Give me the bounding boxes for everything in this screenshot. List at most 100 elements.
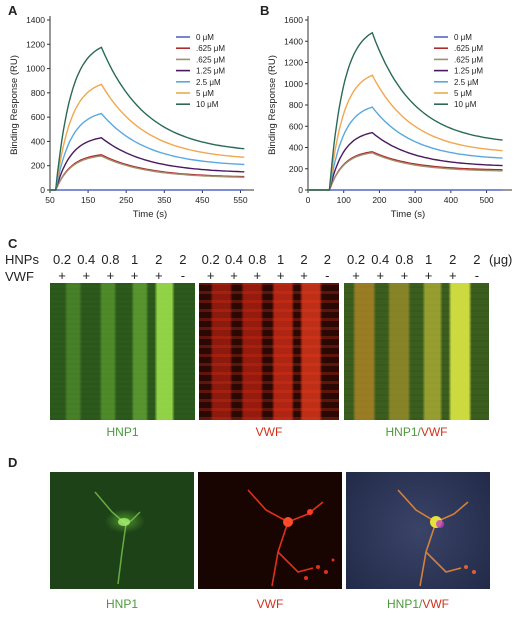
- series-line: [308, 151, 503, 191]
- series-line: [308, 106, 503, 191]
- series-line: [308, 31, 503, 191]
- gel-lane-amount: 2: [300, 252, 308, 267]
- y-tick-label: 1000: [26, 64, 45, 74]
- y-tick-label: 400: [31, 136, 45, 146]
- gel-lane-amount: 0.8: [395, 252, 414, 267]
- gel-lane-vwf-sign: +: [206, 268, 215, 283]
- series-line: [50, 112, 245, 191]
- x-tick-label: 550: [233, 195, 247, 205]
- micro-hnp1-cell: [94, 491, 141, 585]
- y-tick-label: 400: [289, 143, 303, 153]
- gel-label-merge-vwf: VWF: [420, 425, 448, 439]
- series-line: [308, 131, 503, 191]
- gel-lane-vwf-sign: +: [400, 268, 409, 283]
- gel-lane-amount: 0.2: [201, 252, 220, 267]
- series-line: [308, 152, 503, 191]
- y-tick-label: 200: [289, 164, 303, 174]
- gel-lane-amount: 0.8: [101, 252, 120, 267]
- legend-label: 2.5 μM: [454, 78, 479, 87]
- x-tick-label: 500: [479, 195, 493, 205]
- gel-lane-vwf-sign: +: [230, 268, 238, 283]
- x-tick-label: 300: [408, 195, 422, 205]
- legend-label: .625 μM: [454, 55, 483, 64]
- legend-label: 5 μM: [196, 89, 214, 98]
- gel-lane-vwf-sign: +: [352, 268, 360, 283]
- chart-b-binding-response: 0 200 400 600 800 1000 1200 1400 1600 0 100 200 300 4…: [267, 15, 512, 220]
- legend-label: .625 μM: [196, 55, 225, 64]
- gel-lane-amount: 0.4: [371, 252, 390, 267]
- micro-image-vwf: [198, 472, 342, 589]
- gel-lane-amount: 0.4: [224, 252, 244, 267]
- legend-label: 0 μM: [454, 33, 472, 42]
- micro-label-merge-hnp1: HNP1: [386, 597, 419, 611]
- gel-lane-amount: 0.2: [347, 252, 366, 267]
- series-line: [50, 137, 245, 191]
- y-axis-label: Binding Response (RU): [267, 55, 278, 155]
- series-line: [50, 83, 245, 191]
- legend-label: .625 μM: [196, 44, 225, 53]
- gel-image-merge: [344, 283, 489, 420]
- micro-label-merge-sep: /: [419, 597, 423, 611]
- x-tick-label: 100: [337, 195, 351, 205]
- gel-lane-amount: 0.2: [53, 252, 72, 267]
- x-axis-label: Time (s): [391, 209, 425, 220]
- legend-label: .625 μM: [454, 44, 483, 53]
- micro-label-merge-vwf: VWF: [422, 597, 450, 611]
- gel-lane-vwf-sign: -: [474, 268, 480, 283]
- gel-lane-vwf-sign: +: [376, 268, 385, 283]
- y-tick-label: 0: [298, 185, 303, 195]
- y-tick-label: 1400: [284, 36, 303, 46]
- y-tick-label: 1400: [26, 15, 45, 25]
- micro-vwf-cell: [247, 489, 335, 587]
- gel-lane-vwf-sign: +: [58, 268, 66, 283]
- gel-row-label-hnps: HNPs: [5, 252, 39, 267]
- series-line: [50, 155, 245, 191]
- panel-letter-b: B: [260, 3, 270, 18]
- y-tick-label: 1200: [284, 58, 303, 68]
- gel-lane-amount: 1: [130, 252, 139, 267]
- gel-lane-vwf-sign: -: [325, 268, 330, 283]
- y-tick-label: 200: [31, 161, 45, 171]
- gel-lane-vwf-sign: +: [154, 268, 163, 283]
- gel-image-hnp1: [50, 283, 195, 420]
- x-tick-label: 0: [306, 195, 311, 205]
- x-tick-label: 150: [81, 195, 95, 205]
- gel-lane-amount: 2: [323, 252, 331, 267]
- gel-lane-amount: 2: [155, 252, 163, 267]
- micro-image-hnp1: [50, 472, 194, 589]
- legend-label: 1.25 μM: [196, 67, 225, 76]
- x-axis-label: Time (s): [133, 209, 167, 220]
- gel-lane-vwf-sign: +: [130, 268, 139, 283]
- x-tick-label: 200: [372, 195, 386, 205]
- gel-lane-vwf-sign: +: [448, 268, 457, 283]
- y-tick-label: 800: [289, 100, 303, 110]
- panel-letter-a: A: [8, 3, 18, 18]
- gel-lane-amount: 2: [179, 252, 187, 267]
- y-tick-label: 1200: [26, 39, 45, 49]
- gel-row-label-vwf: VWF: [5, 269, 34, 284]
- x-tick-label: 50: [45, 195, 55, 205]
- y-axis-label: Binding Response (RU): [9, 55, 20, 155]
- gel-lane-amount: 1: [277, 252, 285, 267]
- x-tick-label: 250: [119, 195, 133, 205]
- y-tick-label: 600: [289, 121, 303, 131]
- legend-label: 10 μM: [454, 100, 477, 109]
- legend-label: 0 μM: [196, 33, 214, 42]
- gel-lane-vwf-sign: +: [276, 268, 285, 283]
- gel-unit-label: (μg): [489, 252, 513, 267]
- y-tick-label: 800: [31, 88, 45, 98]
- legend-label: 2.5 μM: [196, 78, 221, 87]
- legend-label: 1.25 μM: [454, 67, 483, 76]
- micro-label-merge: HNP1/VWF: [346, 597, 490, 611]
- panel-letter-d: D: [8, 455, 18, 470]
- gel-lane-vwf-sign: +: [82, 268, 91, 283]
- gel-lane-amount: 0.8: [248, 252, 267, 267]
- gel-lane-vwf-sign: +: [106, 268, 115, 283]
- gel-lane-vwf-sign: +: [253, 268, 262, 283]
- gel-lane-vwf-sign: +: [300, 268, 308, 283]
- gel-lane-vwf-sign: -: [180, 268, 186, 283]
- series-line: [50, 46, 245, 191]
- x-tick-label: 350: [157, 195, 171, 205]
- gel-label-merge-sep: /: [417, 425, 421, 439]
- gel-label-merge: HNP1/VWF: [344, 425, 489, 439]
